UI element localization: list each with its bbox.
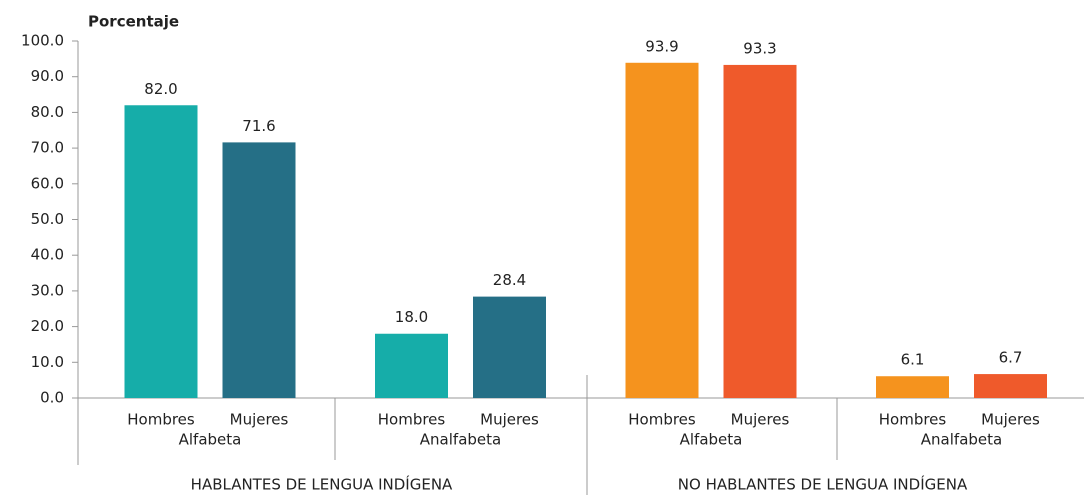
y-tick-label: 60.0: [31, 174, 64, 192]
x-tick-label: Mujeres: [981, 411, 1040, 429]
value-label: 71.6: [242, 117, 275, 135]
y-tick-label: 80.0: [31, 103, 64, 121]
y-tick-label: 10.0: [31, 353, 64, 371]
bar: [974, 374, 1047, 398]
bar: [876, 376, 949, 398]
bar: [222, 142, 296, 398]
y-axis-label: Porcentaje: [88, 13, 179, 31]
y-tick-label: 50.0: [31, 210, 64, 228]
y-tick-label: 0.0: [40, 389, 64, 407]
value-label: 28.4: [493, 271, 526, 289]
bar: [723, 64, 797, 398]
y-tick-label: 70.0: [31, 139, 64, 157]
bar: [124, 105, 198, 398]
x-tick-label: Hombres: [879, 411, 947, 429]
bar: [473, 296, 546, 398]
y-tick-label: 20.0: [31, 317, 64, 335]
group-label: Alfabeta: [179, 431, 242, 449]
value-label: 93.9: [645, 37, 678, 55]
supergroup-label: NO HABLANTES DE LENGUA INDÍGENA: [678, 475, 968, 494]
x-tick-label: Hombres: [127, 411, 195, 429]
x-tick-label: Mujeres: [230, 411, 289, 429]
value-label: 6.1: [901, 351, 925, 369]
group-label: Analfabeta: [420, 431, 501, 449]
value-label: 18.0: [395, 308, 428, 326]
value-label: 93.3: [743, 39, 776, 57]
supergroup-label: HABLANTES DE LENGUA INDÍGENA: [191, 475, 453, 494]
x-tick-label: Hombres: [628, 411, 696, 429]
bar: [625, 62, 699, 398]
y-tick-label: 90.0: [31, 67, 64, 85]
group-label: Alfabeta: [680, 431, 743, 449]
bar: [375, 333, 448, 398]
x-tick-label: Mujeres: [731, 411, 790, 429]
x-tick-label: Hombres: [378, 411, 446, 429]
y-tick-label: 100.0: [21, 32, 64, 50]
value-label: 82.0: [144, 80, 177, 98]
y-tick-label: 30.0: [31, 281, 64, 299]
x-tick-label: Mujeres: [480, 411, 539, 429]
value-label: 6.7: [999, 349, 1023, 367]
group-label: Analfabeta: [921, 431, 1002, 449]
y-tick-label: 40.0: [31, 246, 64, 264]
